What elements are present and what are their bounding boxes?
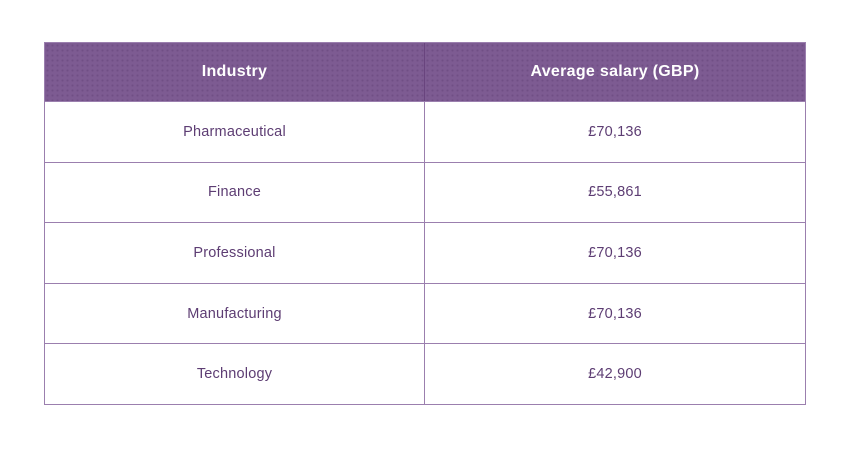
salary-table: Industry Average salary (GBP) Pharmaceut…	[44, 42, 806, 405]
table-row: Professional £70,136	[45, 222, 805, 283]
table-row: Finance £55,861	[45, 161, 805, 223]
industry-cell: Finance	[45, 161, 425, 223]
salary-cell: £70,136	[425, 282, 805, 344]
table-header-row: Industry Average salary (GBP)	[45, 43, 805, 101]
salary-cell: £55,861	[425, 161, 805, 223]
salary-cell: £70,136	[425, 101, 805, 162]
table-row: Pharmaceutical £70,136	[45, 101, 805, 162]
table-row: Manufacturing £70,136	[45, 282, 805, 344]
salary-cell: £42,900	[425, 343, 805, 404]
salary-cell: £70,136	[425, 222, 805, 283]
industry-cell: Manufacturing	[45, 282, 425, 344]
column-header-salary: Average salary (GBP)	[530, 63, 700, 80]
table-row: Technology £42,900	[45, 343, 805, 404]
column-header-industry: Industry	[45, 43, 425, 101]
industry-cell: Technology	[45, 343, 425, 404]
industry-cell: Professional	[45, 222, 425, 283]
industry-cell: Pharmaceutical	[45, 101, 425, 162]
